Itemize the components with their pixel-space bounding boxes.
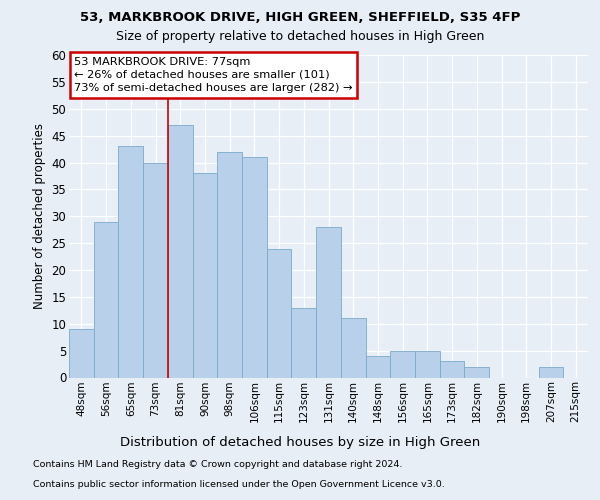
Bar [217, 152, 242, 378]
Bar [292, 308, 316, 378]
Bar [365, 356, 390, 378]
Bar [118, 146, 143, 378]
Bar [69, 329, 94, 378]
Text: 53, MARKBROOK DRIVE, HIGH GREEN, SHEFFIELD, S35 4FP: 53, MARKBROOK DRIVE, HIGH GREEN, SHEFFIE… [80, 11, 520, 24]
Bar [242, 157, 267, 378]
Bar [440, 362, 464, 378]
Text: Contains HM Land Registry data © Crown copyright and database right 2024.: Contains HM Land Registry data © Crown c… [33, 460, 403, 469]
Bar [464, 367, 489, 378]
Bar [341, 318, 365, 378]
Bar [415, 350, 440, 378]
Text: 53 MARKBROOK DRIVE: 77sqm
← 26% of detached houses are smaller (101)
73% of semi: 53 MARKBROOK DRIVE: 77sqm ← 26% of detac… [74, 56, 353, 93]
Bar [316, 227, 341, 378]
Bar [390, 350, 415, 378]
Bar [193, 174, 217, 378]
Y-axis label: Number of detached properties: Number of detached properties [33, 123, 46, 309]
Text: Size of property relative to detached houses in High Green: Size of property relative to detached ho… [116, 30, 484, 43]
Text: Contains public sector information licensed under the Open Government Licence v3: Contains public sector information licen… [33, 480, 445, 489]
Bar [168, 125, 193, 378]
Bar [267, 248, 292, 378]
Bar [94, 222, 118, 378]
Bar [143, 162, 168, 378]
Bar [539, 367, 563, 378]
Text: Distribution of detached houses by size in High Green: Distribution of detached houses by size … [120, 436, 480, 449]
